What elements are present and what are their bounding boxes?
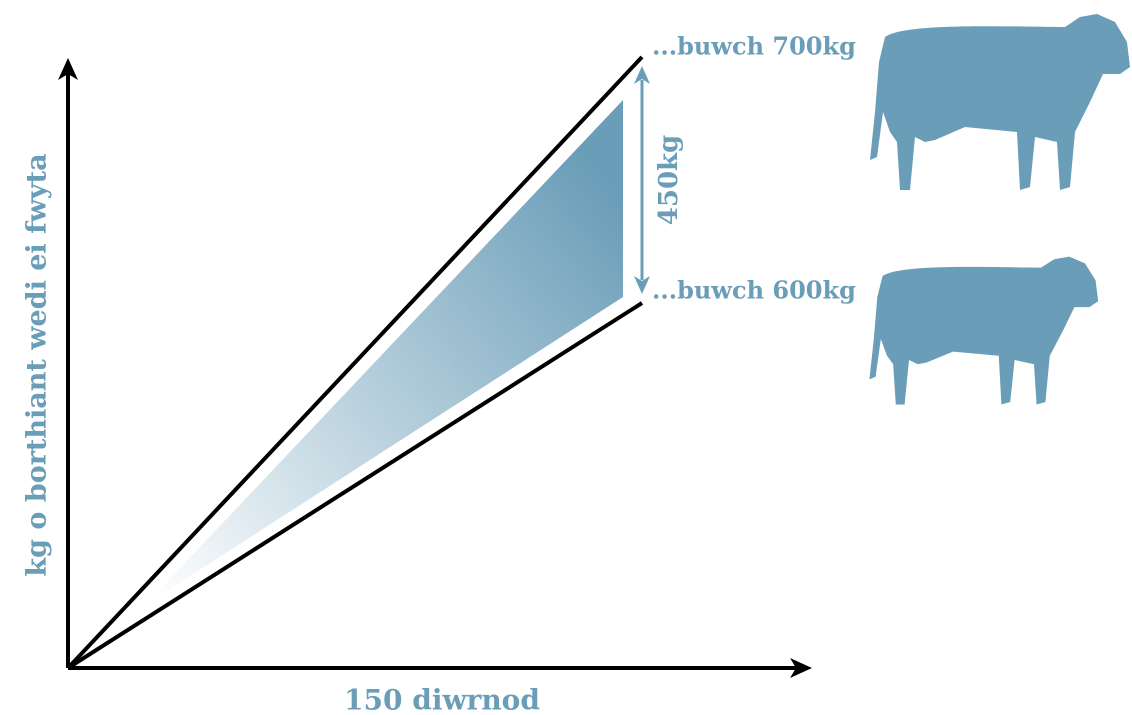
- difference-label: 450kg: [654, 135, 684, 225]
- line-label: ...buwch 600kg: [652, 276, 856, 305]
- difference-area: [145, 100, 623, 605]
- x-axis-label: 150 diwrnod: [344, 684, 540, 715]
- x-axis-arrow: [790, 658, 812, 678]
- difference-arrow-head: [634, 66, 650, 84]
- y-axis-label: kg o borthiant wedi ei fwyta: [22, 153, 53, 576]
- line-label: ...buwch 700kg: [652, 32, 856, 61]
- cow-icon: [870, 14, 1130, 190]
- cow-icon: [869, 256, 1099, 405]
- line-600kg: [66, 301, 644, 670]
- difference-arrow-head: [634, 276, 650, 294]
- y-axis-arrow: [58, 58, 78, 80]
- line-700kg: [66, 55, 644, 670]
